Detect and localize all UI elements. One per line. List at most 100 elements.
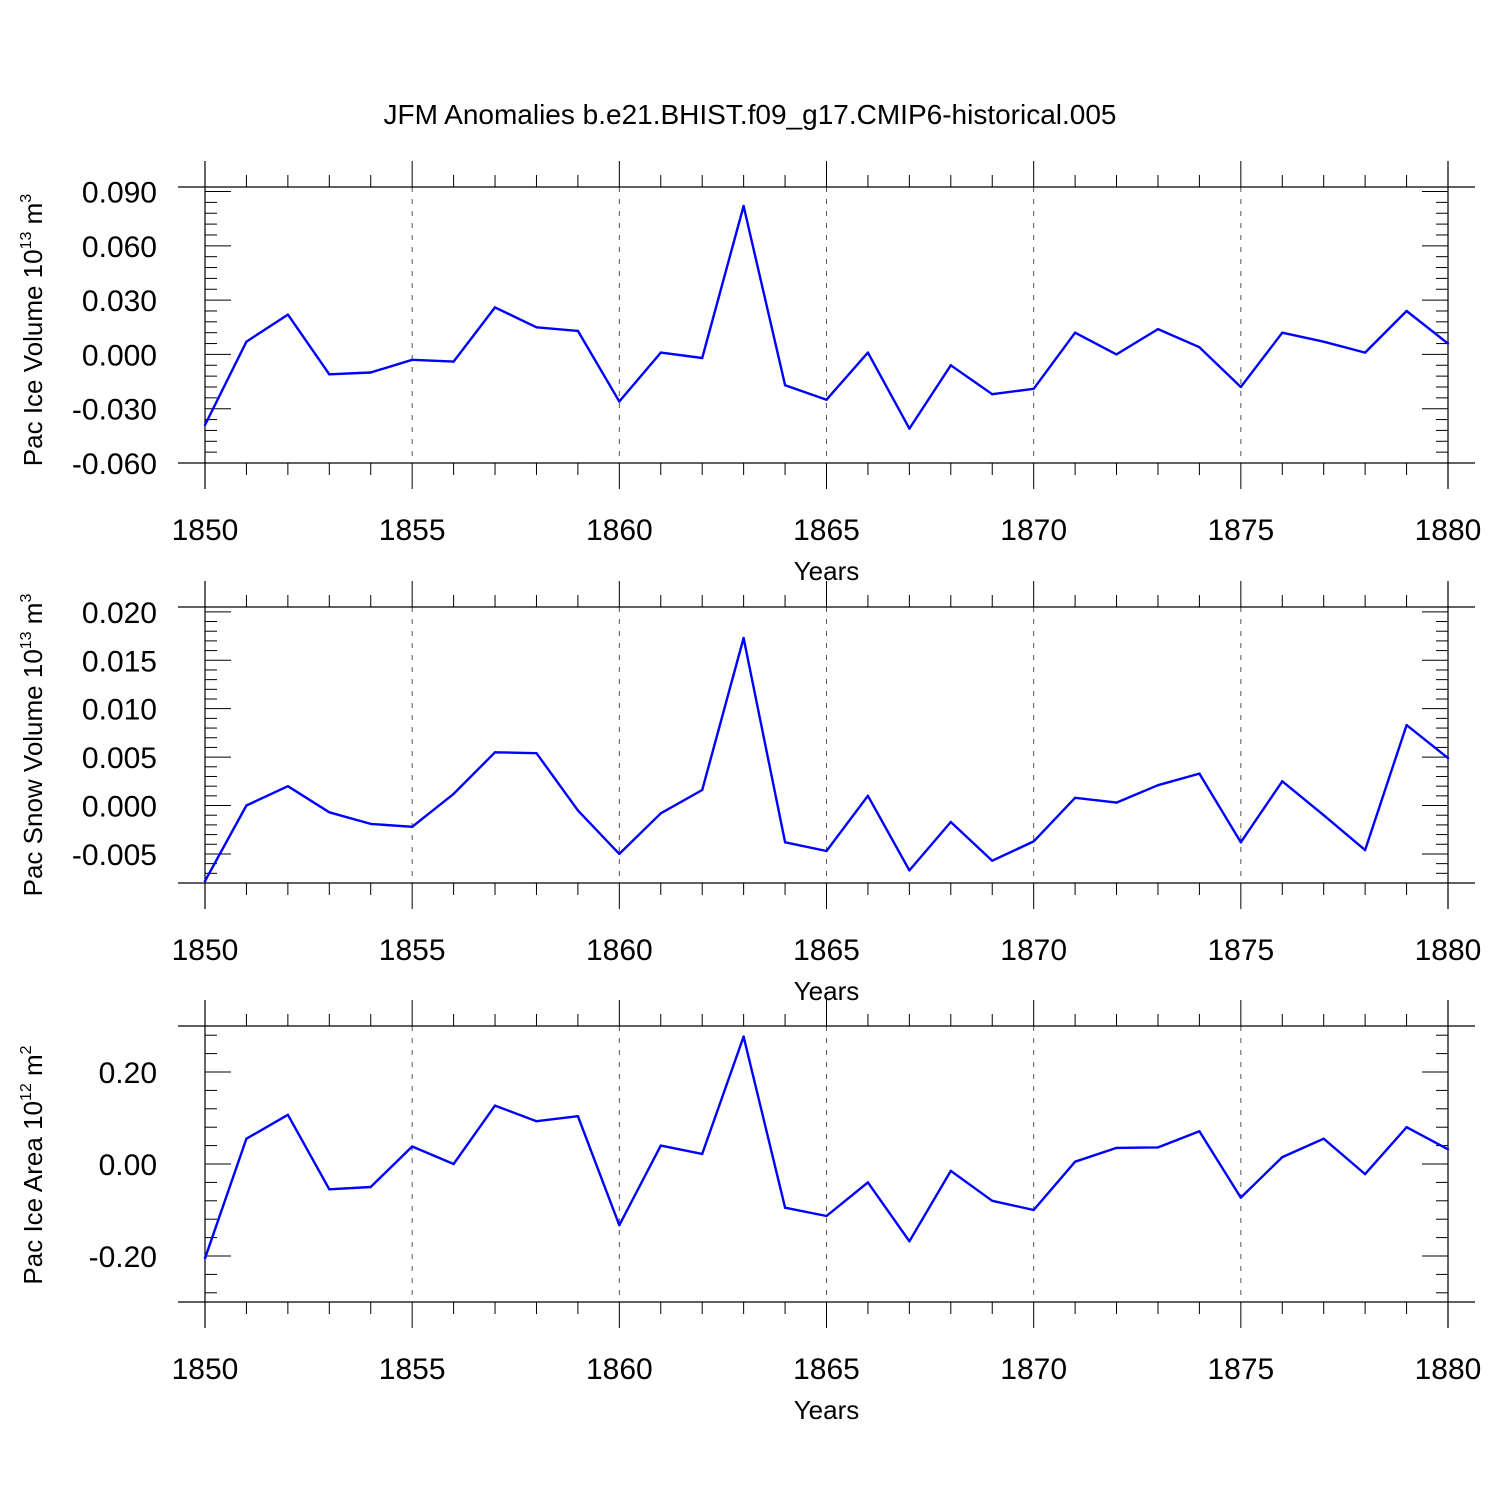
x-axis-label: Years: [794, 1395, 860, 1425]
data-point: [1405, 1126, 1408, 1129]
data-point: [1405, 309, 1408, 313]
data-point: [1363, 351, 1367, 354]
data-point: [659, 351, 662, 354]
y-tick-label: 0.090: [82, 177, 157, 210]
data-point: [908, 427, 911, 430]
data-point: [452, 360, 455, 363]
data-point: [328, 811, 331, 814]
data-point: [1115, 801, 1118, 804]
data-point: [245, 1137, 248, 1140]
data-point: [866, 351, 870, 354]
x-tick-label: 1860: [586, 1353, 653, 1386]
x-tick-label: 1870: [1000, 934, 1067, 967]
data-point: [452, 792, 455, 796]
data-point: [1156, 783, 1160, 787]
data-point: [1322, 814, 1325, 817]
data-point: [203, 423, 207, 427]
x-tick-label: 1875: [1207, 934, 1274, 967]
data-point: [908, 869, 911, 872]
data-point: [1446, 342, 1450, 345]
data-point: [1446, 756, 1450, 760]
data-point: [369, 1185, 372, 1189]
data-point: [328, 1188, 331, 1191]
data-point: [452, 1162, 455, 1166]
panels: -0.060 -0.030 0.000 0.030 0.060 0.090 1850 1855…: [18, 161, 1481, 1425]
y-tick-label: 0.010: [82, 694, 157, 727]
y-tick-label: 0.005: [82, 742, 157, 775]
data-point: [618, 400, 621, 403]
x-tick-label: 1870: [1000, 514, 1067, 547]
data-point: [1156, 327, 1160, 331]
y-tick-label: 0.030: [82, 285, 157, 318]
x-tick-label: 1865: [793, 514, 860, 547]
y-tick-label: 0.000: [82, 339, 157, 372]
y-tick-label: -0.005: [72, 839, 157, 872]
data-point: [328, 373, 331, 376]
data-point: [576, 329, 580, 333]
y-tick-label: 0.00: [99, 1149, 157, 1182]
y-axis-label: Pac Snow Volume 1013 m3: [18, 594, 48, 897]
x-tick-label: 1880: [1415, 514, 1482, 547]
data-point: [1073, 796, 1077, 799]
data-point: [618, 1223, 621, 1227]
x-tick-label: 1855: [379, 514, 446, 547]
data-point: [493, 751, 497, 754]
y-tick-label: -0.060: [72, 448, 157, 481]
data-point: [949, 820, 952, 824]
data-point: [1281, 780, 1284, 783]
data-point: [1198, 772, 1201, 775]
data-point: [825, 849, 828, 853]
data-point: [576, 1114, 580, 1118]
data-point: [949, 1169, 952, 1173]
data-point: [1239, 385, 1243, 389]
x-tick-label: 1865: [793, 934, 860, 967]
data-point: [908, 1240, 911, 1243]
data-point: [659, 812, 662, 815]
data-point: [701, 788, 704, 792]
data-point: [825, 1214, 828, 1218]
data-point: [1073, 1160, 1077, 1163]
data-point: [1198, 1130, 1201, 1133]
y-tick-label: 0.000: [82, 791, 157, 824]
data-point: [866, 794, 870, 798]
data-point: [1446, 1148, 1450, 1151]
data-point: [535, 1120, 538, 1123]
y-tick-label: -0.20: [89, 1241, 157, 1274]
data-point: [1032, 1208, 1035, 1212]
y-axis-label: Pac Ice Area 1012 m2: [18, 1045, 48, 1284]
data-point: [949, 364, 952, 367]
x-tick-label: 1875: [1207, 514, 1274, 547]
data-point: [203, 879, 207, 883]
data-point: [1032, 840, 1035, 843]
data-point: [410, 1145, 414, 1148]
x-tick-label: 1880: [1415, 1353, 1482, 1386]
data-point: [783, 841, 787, 844]
data-point: [1281, 1155, 1284, 1159]
data-point: [1322, 340, 1325, 343]
data-point: [245, 804, 248, 807]
data-point: [742, 1035, 745, 1038]
data-point: [576, 809, 580, 812]
data-point: [286, 784, 290, 788]
y-tick-label: -0.030: [72, 394, 157, 427]
data-point: [286, 313, 290, 316]
data-point: [1198, 345, 1201, 349]
figure-title: JFM Anomalies b.e21.BHIST.f09_g17.CMIP6-…: [383, 99, 1116, 130]
x-tick-label: 1855: [379, 934, 446, 967]
y-tick-label: 0.20: [99, 1057, 157, 1090]
data-point: [1156, 1146, 1160, 1149]
x-tick-label: 1870: [1000, 1353, 1067, 1386]
data-point: [783, 1206, 787, 1209]
data-point: [1363, 1172, 1367, 1176]
data-point: [701, 1152, 704, 1156]
data-point: [991, 393, 994, 396]
x-tick-label: 1860: [586, 934, 653, 967]
data-point: [1281, 331, 1284, 334]
x-tick-label: 1860: [586, 514, 653, 547]
data-series-line: [203, 636, 1449, 882]
x-tick-label: 1880: [1415, 934, 1482, 967]
data-point: [1322, 1137, 1325, 1140]
data-point: [742, 204, 745, 208]
x-tick-label: 1865: [793, 1353, 860, 1386]
